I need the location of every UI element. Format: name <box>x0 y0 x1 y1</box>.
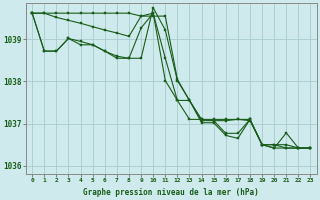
X-axis label: Graphe pression niveau de la mer (hPa): Graphe pression niveau de la mer (hPa) <box>84 188 259 197</box>
